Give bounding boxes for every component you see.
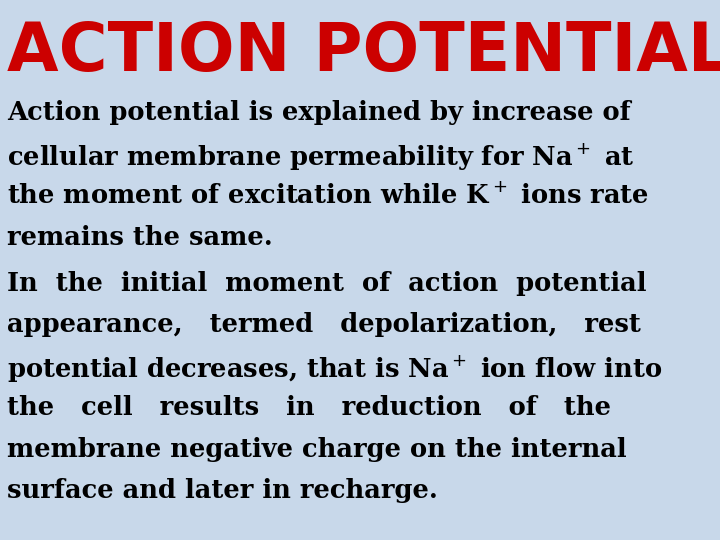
Text: ACTION POTENTIAL: ACTION POTENTIAL — [7, 19, 720, 85]
Text: surface and later in recharge.: surface and later in recharge. — [7, 478, 438, 503]
Text: remains the same.: remains the same. — [7, 225, 273, 249]
Text: the   cell   results   in   reduction   of   the: the cell results in reduction of the — [7, 395, 611, 420]
Text: cellular membrane permeability for Na$^+$ at: cellular membrane permeability for Na$^+… — [7, 141, 635, 173]
Text: In  the  initial  moment  of  action  potential: In the initial moment of action potentia… — [7, 271, 647, 295]
Text: Action potential is explained by increase of: Action potential is explained by increas… — [7, 100, 631, 125]
Text: the moment of excitation while K$^+$ ions rate: the moment of excitation while K$^+$ ion… — [7, 183, 649, 210]
Text: appearance,   termed   depolarization,   rest: appearance, termed depolarization, rest — [7, 312, 641, 337]
Text: potential decreases, that is Na$^+$ ion flow into: potential decreases, that is Na$^+$ ion … — [7, 354, 662, 385]
Text: membrane negative charge on the internal: membrane negative charge on the internal — [7, 437, 627, 462]
